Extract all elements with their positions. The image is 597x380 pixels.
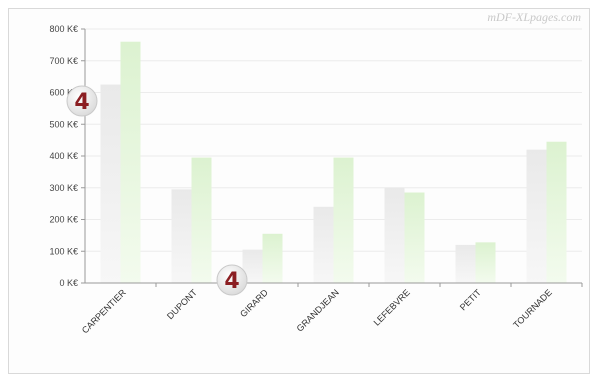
number-badge-top: 4 xyxy=(66,85,98,117)
bar xyxy=(475,242,496,283)
y-tick-label: 100 K€ xyxy=(49,246,78,256)
y-tick-label: 0 K€ xyxy=(59,278,78,288)
y-tick-label: 800 K€ xyxy=(49,24,78,34)
x-tick-label: GRANDJEAN xyxy=(295,287,341,333)
y-tick-label: 300 K€ xyxy=(49,183,78,193)
y-tick-label: 700 K€ xyxy=(49,56,78,66)
bar xyxy=(455,244,476,283)
bar xyxy=(404,192,425,283)
bar xyxy=(313,206,334,283)
bar xyxy=(546,141,567,283)
x-tick-label: LEFEBVRE xyxy=(372,287,412,327)
badge-bottom-text: 4 xyxy=(224,269,239,294)
y-tick-label: 500 K€ xyxy=(49,119,78,129)
bar xyxy=(333,157,354,283)
bar xyxy=(262,233,283,283)
y-tick-label: 600 K€ xyxy=(49,88,78,98)
x-tick-label: DUPONT xyxy=(165,287,199,321)
y-tick-label: 400 K€ xyxy=(49,151,78,161)
bar xyxy=(171,189,192,283)
x-tick-label: GIRARD xyxy=(238,287,270,319)
watermark: mDF-XLpages.com xyxy=(487,10,581,24)
bar xyxy=(191,157,212,283)
y-tick-label: 200 K€ xyxy=(49,215,78,225)
number-badge-bottom: 4 xyxy=(216,264,248,296)
bar xyxy=(100,84,121,283)
bar xyxy=(120,41,141,284)
x-tick-label: PETIT xyxy=(458,287,483,312)
bar xyxy=(384,187,405,283)
x-tick-label: TOURNADE xyxy=(511,287,554,330)
x-tick-label: CARPENTIER xyxy=(80,287,128,335)
bar xyxy=(242,249,263,283)
badge-top-text: 4 xyxy=(74,90,89,115)
bar xyxy=(526,149,547,283)
